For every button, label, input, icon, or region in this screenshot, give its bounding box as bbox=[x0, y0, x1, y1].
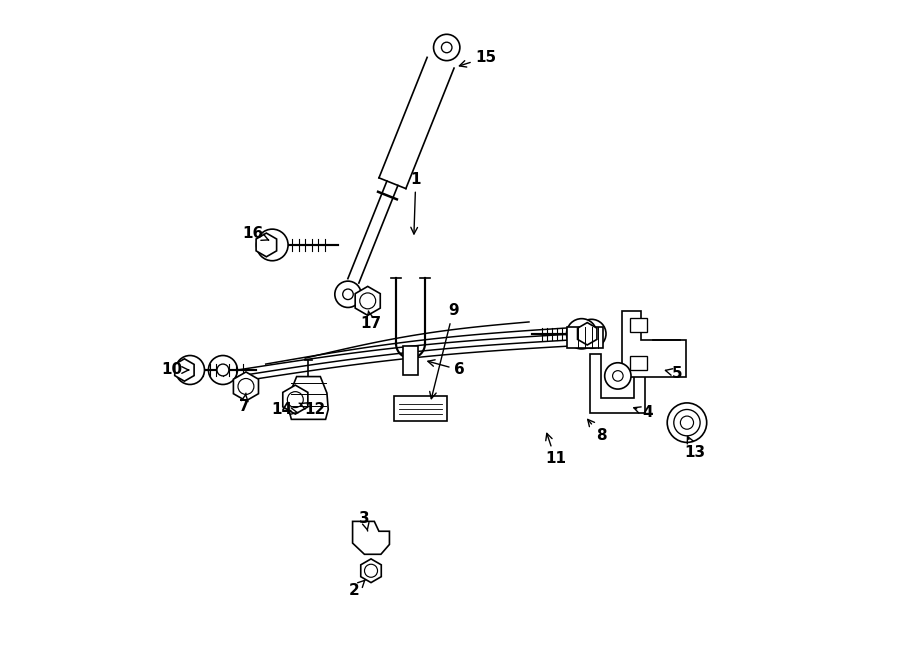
Text: 4: 4 bbox=[634, 405, 652, 420]
Polygon shape bbox=[256, 233, 276, 256]
Text: 5: 5 bbox=[665, 366, 682, 381]
Text: 6: 6 bbox=[428, 360, 465, 377]
Polygon shape bbox=[623, 311, 686, 377]
Circle shape bbox=[674, 409, 700, 436]
Bar bbox=[402, 346, 418, 375]
Text: 16: 16 bbox=[242, 225, 269, 241]
Bar bbox=[630, 318, 647, 332]
Text: 1: 1 bbox=[410, 172, 421, 234]
Circle shape bbox=[176, 356, 204, 385]
Bar bbox=[566, 327, 603, 348]
Text: 8: 8 bbox=[588, 419, 607, 444]
Circle shape bbox=[605, 363, 631, 389]
Text: 7: 7 bbox=[238, 393, 249, 414]
Bar bbox=[394, 397, 446, 421]
Circle shape bbox=[586, 328, 598, 340]
Circle shape bbox=[209, 356, 238, 385]
Text: 2: 2 bbox=[349, 580, 364, 598]
Text: 17: 17 bbox=[361, 311, 382, 331]
Text: 13: 13 bbox=[684, 436, 706, 460]
Circle shape bbox=[577, 319, 606, 348]
Polygon shape bbox=[175, 359, 194, 381]
Text: 12: 12 bbox=[299, 402, 326, 417]
Polygon shape bbox=[353, 522, 390, 555]
Text: 15: 15 bbox=[459, 50, 497, 67]
Circle shape bbox=[434, 34, 460, 61]
Circle shape bbox=[667, 403, 706, 442]
Circle shape bbox=[217, 364, 229, 376]
Polygon shape bbox=[356, 286, 381, 315]
Polygon shape bbox=[283, 385, 308, 414]
Text: 10: 10 bbox=[162, 362, 189, 377]
Text: 3: 3 bbox=[359, 510, 370, 531]
Polygon shape bbox=[289, 377, 328, 419]
Circle shape bbox=[335, 281, 361, 307]
Text: 11: 11 bbox=[544, 434, 566, 467]
Circle shape bbox=[256, 229, 288, 260]
Polygon shape bbox=[590, 354, 645, 412]
Circle shape bbox=[566, 319, 597, 349]
Text: 14: 14 bbox=[272, 402, 298, 417]
Bar bbox=[630, 356, 647, 370]
Polygon shape bbox=[361, 559, 382, 582]
Circle shape bbox=[441, 42, 452, 53]
Text: 9: 9 bbox=[429, 303, 459, 399]
Circle shape bbox=[343, 289, 353, 299]
Polygon shape bbox=[233, 372, 258, 401]
Polygon shape bbox=[578, 323, 597, 345]
